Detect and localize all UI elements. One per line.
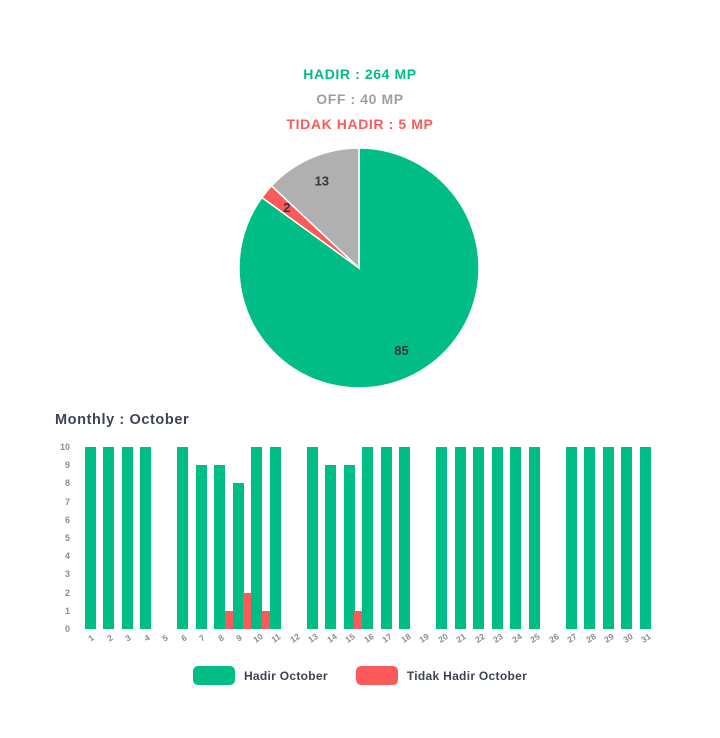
bar-day-9-tidak-hadir[interactable] (243, 592, 253, 629)
bar-day-1-hadir[interactable] (84, 447, 96, 629)
off-total-stat: OFF : 40 MP (316, 91, 404, 107)
bar-day-4-hadir[interactable] (140, 447, 151, 629)
x-axis-label-26: 26 (546, 631, 561, 645)
bar-day-11-hadir[interactable] (269, 447, 281, 629)
pie-svg: 85 2 13 (238, 147, 480, 389)
y-axis-label-1: 1 (64, 605, 70, 616)
x-axis-label-25: 25 (528, 631, 542, 645)
x-axis-label-30: 30 (620, 631, 635, 645)
bar-day-23-hadir[interactable] (491, 447, 503, 629)
y-axis-label-9: 9 (64, 460, 70, 471)
bar-day-20-hadir[interactable] (436, 447, 447, 629)
tidak-hadir-legend-label: Tidak Hadir October (406, 668, 528, 683)
x-axis-label-19: 19 (417, 631, 431, 645)
bar-day-8-tidak-hadir[interactable] (224, 610, 235, 629)
bar-day-31-hadir[interactable] (639, 447, 651, 629)
bar-day-29-hadir[interactable] (602, 447, 614, 629)
x-axis-label-2: 2 (104, 632, 115, 644)
pie-slice-off[interactable] (270, 147, 360, 270)
x-axis-label-24: 24 (509, 631, 524, 645)
bar-day-2-hadir[interactable] (103, 447, 114, 629)
x-axis-label-3: 3 (123, 632, 133, 644)
x-axis-label-17: 17 (380, 631, 394, 645)
bar-day-14-hadir[interactable] (325, 465, 336, 629)
hadir-total-stat: HADIR : 264 MP (303, 66, 417, 82)
x-axis-label-14: 14 (324, 631, 339, 645)
bar-day-25-hadir[interactable] (528, 447, 540, 629)
x-axis-label-13: 13 (306, 631, 320, 645)
hadir-legend-swatch (192, 666, 235, 685)
bar-chart-title: Monthly : October (55, 412, 190, 428)
bar-day-16-hadir[interactable] (362, 447, 373, 629)
bar-day-9-hadir[interactable] (232, 483, 244, 629)
bar-day-3-hadir[interactable] (121, 447, 133, 629)
x-axis-label-16: 16 (361, 631, 376, 645)
x-axis-label-23: 23 (491, 631, 505, 645)
x-axis-label-11: 11 (269, 631, 283, 645)
x-axis-label-20: 20 (435, 631, 450, 645)
bar-day-18-hadir[interactable] (399, 447, 410, 629)
bar-day-21-hadir[interactable] (454, 447, 466, 629)
x-axis-label-15: 15 (343, 631, 357, 645)
y-axis-label-3: 3 (64, 569, 70, 580)
bar-day-10-hadir[interactable] (251, 447, 262, 629)
x-axis-label-22: 22 (472, 631, 487, 645)
bar-chart-legend: Hadir October Tidak Hadir October (0, 666, 720, 685)
x-axis-label-21: 21 (454, 631, 468, 645)
y-axis-label-6: 6 (64, 514, 70, 525)
x-axis-label-4: 4 (141, 632, 152, 644)
x-axis-label-28: 28 (583, 631, 598, 645)
y-axis-label-4: 4 (64, 551, 70, 562)
attendance-pie-chart: 85 2 13 (236, 145, 482, 391)
x-axis-label-10: 10 (250, 631, 265, 645)
x-axis-label-5: 5 (160, 632, 170, 644)
bar-day-24-hadir[interactable] (510, 447, 521, 629)
x-axis-label-29: 29 (602, 631, 616, 645)
x-axis-label-18: 18 (398, 631, 413, 645)
bar-day-15-hadir[interactable] (343, 465, 355, 629)
x-axis-label-9: 9 (234, 632, 244, 644)
bar-day-6-hadir[interactable] (177, 447, 188, 629)
bar-day-7-hadir[interactable] (195, 465, 207, 629)
x-axis-label-1: 1 (86, 632, 96, 644)
legend-item-tidak-hadir[interactable]: Tidak Hadir October (355, 666, 528, 685)
bar-day-10-tidak-hadir[interactable] (261, 610, 272, 629)
tidak-hadir-legend-swatch (355, 666, 398, 685)
bar-day-27-hadir[interactable] (565, 447, 577, 629)
bar-day-17-hadir[interactable] (380, 447, 392, 629)
x-axis-label-12: 12 (287, 631, 302, 645)
pie-value-label-off: 13 (315, 174, 329, 189)
pie-value-label-tidak-hadir: 2 (283, 200, 290, 215)
y-axis-label-10: 10 (59, 442, 70, 452)
y-axis-label-2: 2 (64, 587, 70, 598)
y-axis-label-7: 7 (64, 496, 70, 507)
bar-day-13-hadir[interactable] (306, 447, 318, 629)
bar-day-30-hadir[interactable] (621, 447, 632, 629)
bar-day-8-hadir[interactable] (214, 465, 225, 629)
bar-day-15-tidak-hadir[interactable] (354, 610, 364, 629)
y-axis-label-5: 5 (64, 533, 70, 543)
x-axis-label-6: 6 (178, 632, 189, 644)
x-axis-label-27: 27 (565, 631, 579, 645)
attendance-summary: HADIR : 264 MP OFF : 40 MP TIDAK HADIR :… (0, 62, 720, 137)
y-axis-label-8: 8 (64, 478, 70, 489)
tidak-hadir-total-stat: TIDAK HADIR : 5 MP (286, 116, 434, 132)
x-axis-label-8: 8 (215, 632, 226, 644)
hadir-legend-label: Hadir October (243, 668, 328, 683)
legend-item-hadir[interactable]: Hadir October (192, 666, 328, 685)
x-axis-label-7: 7 (197, 632, 207, 644)
bar-day-28-hadir[interactable] (584, 447, 595, 629)
pie-value-label-hadir: 85 (394, 343, 408, 358)
y-axis-label-0: 0 (64, 624, 70, 634)
x-axis-label-31: 31 (639, 631, 653, 645)
bar-day-22-hadir[interactable] (473, 447, 484, 629)
